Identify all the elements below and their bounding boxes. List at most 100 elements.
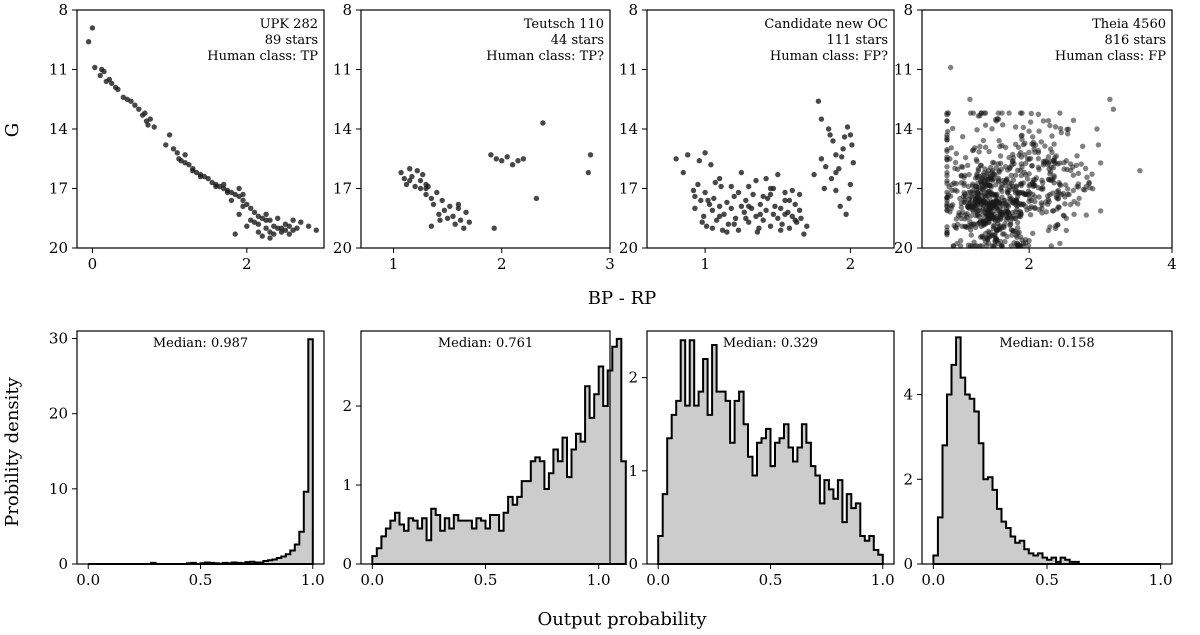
scatter-point <box>439 197 445 204</box>
scatter-point <box>732 215 739 221</box>
scatter-point <box>1080 186 1087 193</box>
scatter-point <box>1025 242 1032 249</box>
scatter-point <box>944 164 950 170</box>
scatter-point <box>685 152 691 158</box>
scatter-point <box>166 132 173 138</box>
y-tick-label: 0 <box>628 555 638 573</box>
scatter-point <box>430 201 437 208</box>
scatter-point <box>491 225 497 231</box>
scatter-point <box>954 188 960 194</box>
scatter-point <box>89 25 96 31</box>
x-tick-label: 2 <box>242 255 252 273</box>
scatter-point <box>767 223 774 229</box>
scatter-point <box>1006 211 1012 218</box>
y-tick-label: 10 <box>49 480 68 498</box>
scatter-point <box>1047 224 1053 230</box>
scatter-point <box>962 193 969 200</box>
scatter-point <box>1004 233 1010 240</box>
scatter-point <box>840 146 846 152</box>
scatter-point <box>767 191 774 198</box>
panel-annotation: Human class: FP <box>1055 49 1166 64</box>
scatter-point <box>1083 212 1090 218</box>
scatter-point <box>1045 154 1052 160</box>
scatter-point <box>746 219 752 225</box>
scatter-point <box>962 154 969 161</box>
scatter-point <box>286 223 292 229</box>
scatter-point <box>1035 164 1042 170</box>
scatter-point <box>944 118 950 124</box>
scatter-point <box>712 179 718 186</box>
scatter-point <box>1011 161 1017 167</box>
scatter-point <box>1063 215 1070 221</box>
scatter-point <box>958 180 964 186</box>
y-tick-label: 0 <box>903 555 913 573</box>
scatter-point <box>998 243 1004 249</box>
scatter-point <box>1022 237 1029 243</box>
scatter-point <box>951 222 957 229</box>
scatter-point <box>1026 156 1032 162</box>
scatter-point <box>760 193 766 200</box>
scatter-point <box>972 200 978 206</box>
scatter-point <box>1052 124 1059 130</box>
y-tick-label: 11 <box>894 61 913 79</box>
scatter-point <box>1007 196 1013 202</box>
scatter-point <box>965 190 972 196</box>
scatter-point <box>828 175 835 182</box>
scatter-point <box>980 137 987 144</box>
scatter-point <box>846 195 852 202</box>
scatter-point <box>986 148 992 155</box>
scatter-point <box>1061 166 1067 172</box>
scatter-point <box>417 177 424 184</box>
scatter-point <box>434 189 440 196</box>
scatter-point <box>1026 149 1032 156</box>
scatter-point <box>702 189 708 196</box>
scatter-point <box>1107 96 1113 103</box>
scatter-point <box>1042 143 1048 149</box>
scatter-point <box>504 154 510 160</box>
scatter-point <box>407 177 413 184</box>
scatter-point <box>1033 175 1040 181</box>
scatter-point <box>994 227 1000 233</box>
scatter-point <box>1067 161 1074 167</box>
scatter-point <box>1010 151 1016 158</box>
scatter-point <box>1027 119 1034 125</box>
histogram-outline <box>657 339 884 565</box>
scatter-point <box>945 110 952 116</box>
scatter-point <box>847 181 854 188</box>
y-tick-label: 1 <box>628 462 638 480</box>
scatter-point <box>447 203 453 209</box>
scatter-point <box>1030 191 1036 197</box>
y-tick-label: 20 <box>333 239 352 257</box>
scatter-point <box>789 187 795 194</box>
panel-annotation: 44 stars <box>551 33 604 48</box>
scatter-point <box>1052 223 1059 229</box>
scatter-point <box>1005 190 1011 196</box>
y-tick-label: 17 <box>894 180 913 198</box>
panel-7: 0.0 0.5 1.0 0 1 2 Median: 0.329 <box>628 330 895 589</box>
scatter-point <box>515 158 521 164</box>
y-tick-label: 0 <box>58 555 68 573</box>
y-tick-label: 17 <box>49 180 68 198</box>
scatter-point <box>844 124 851 130</box>
scatter-point <box>1015 144 1022 151</box>
scatter-point <box>1017 211 1024 217</box>
scatter-point <box>1030 134 1036 140</box>
scatter-point <box>990 171 996 177</box>
x-tick-label: 4 <box>1167 255 1177 273</box>
scatter-point <box>978 162 984 169</box>
scatter-point <box>182 152 188 158</box>
scatter-point <box>696 158 702 164</box>
x-tick-label: 0.5 <box>759 571 783 589</box>
scatter-point <box>999 194 1005 200</box>
scatter-point <box>994 191 1000 197</box>
y-tick-label: 1 <box>342 476 352 494</box>
panel-annotation: Candidate new OC <box>764 17 888 32</box>
y-tick-label: 30 <box>49 330 68 348</box>
scatter-point <box>1040 180 1046 186</box>
scatter-point <box>240 191 246 198</box>
scatter-point <box>1022 152 1028 158</box>
